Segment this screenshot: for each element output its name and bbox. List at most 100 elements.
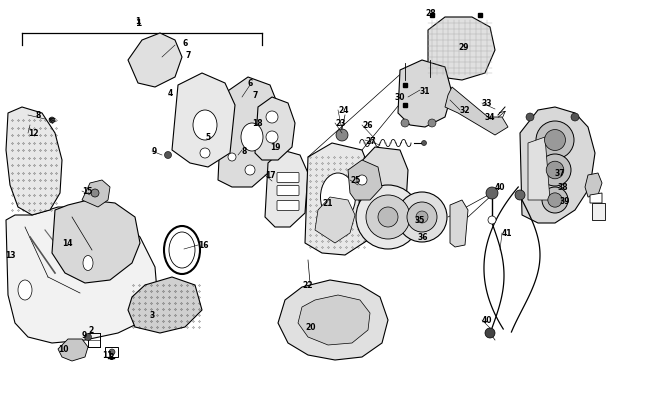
Text: 34: 34 — [485, 113, 495, 122]
Text: 17: 17 — [265, 171, 276, 180]
Text: 1: 1 — [135, 17, 140, 26]
Circle shape — [515, 190, 525, 200]
Circle shape — [485, 328, 495, 338]
Polygon shape — [105, 347, 118, 357]
Circle shape — [416, 211, 428, 224]
Polygon shape — [592, 203, 605, 220]
Circle shape — [84, 334, 92, 341]
Text: 40: 40 — [482, 316, 493, 325]
Polygon shape — [590, 194, 602, 203]
Text: 12: 12 — [28, 129, 38, 138]
Text: 9: 9 — [82, 331, 87, 340]
Polygon shape — [348, 161, 382, 200]
Text: 4: 4 — [168, 89, 174, 98]
Circle shape — [91, 190, 99, 198]
Circle shape — [397, 192, 447, 243]
Polygon shape — [52, 200, 140, 284]
Text: 35: 35 — [415, 216, 425, 225]
Text: 9: 9 — [152, 147, 157, 156]
Polygon shape — [172, 74, 235, 168]
Polygon shape — [265, 151, 308, 228]
Circle shape — [245, 166, 255, 175]
Text: 1: 1 — [135, 19, 141, 28]
Text: 29: 29 — [458, 43, 469, 52]
Text: 22: 22 — [302, 281, 313, 290]
Circle shape — [401, 120, 409, 128]
Circle shape — [546, 162, 564, 179]
Text: 13: 13 — [5, 251, 16, 260]
Polygon shape — [128, 34, 182, 88]
Text: 8: 8 — [108, 353, 113, 362]
Polygon shape — [278, 280, 388, 360]
Circle shape — [542, 188, 568, 213]
Circle shape — [536, 122, 574, 160]
Text: 33: 33 — [482, 99, 493, 108]
Polygon shape — [528, 138, 550, 200]
Text: 8: 8 — [242, 146, 248, 155]
Polygon shape — [428, 18, 495, 81]
Polygon shape — [445, 88, 508, 136]
Circle shape — [407, 202, 437, 232]
Circle shape — [545, 130, 566, 151]
Circle shape — [109, 349, 115, 355]
Text: 32: 32 — [460, 106, 471, 115]
Text: 6: 6 — [182, 39, 187, 48]
Circle shape — [164, 152, 172, 159]
FancyBboxPatch shape — [277, 201, 299, 211]
Text: 24: 24 — [338, 106, 348, 115]
Polygon shape — [298, 295, 370, 345]
Text: 36: 36 — [418, 233, 428, 242]
Polygon shape — [82, 181, 110, 207]
Circle shape — [486, 188, 498, 200]
Polygon shape — [6, 108, 62, 215]
Text: 14: 14 — [62, 239, 73, 248]
Ellipse shape — [266, 132, 278, 144]
Text: 37: 37 — [555, 169, 566, 178]
Polygon shape — [358, 148, 408, 237]
Circle shape — [571, 114, 579, 121]
Text: 40: 40 — [495, 183, 506, 192]
Circle shape — [228, 153, 236, 162]
Polygon shape — [450, 200, 468, 247]
Circle shape — [366, 196, 410, 239]
Polygon shape — [128, 277, 202, 333]
Circle shape — [378, 207, 398, 228]
Ellipse shape — [18, 280, 32, 300]
Ellipse shape — [164, 226, 200, 274]
Text: 15: 15 — [82, 187, 92, 196]
Circle shape — [526, 114, 534, 121]
Text: 7: 7 — [252, 91, 257, 100]
Circle shape — [357, 175, 367, 185]
Text: 5: 5 — [205, 133, 210, 142]
Text: 10: 10 — [58, 345, 68, 354]
Circle shape — [200, 149, 210, 159]
Circle shape — [428, 120, 436, 128]
Ellipse shape — [320, 174, 356, 222]
Text: 18: 18 — [252, 119, 263, 128]
Text: 16: 16 — [198, 241, 209, 250]
FancyBboxPatch shape — [277, 173, 299, 183]
Circle shape — [421, 141, 426, 146]
Polygon shape — [585, 174, 602, 198]
Text: 8: 8 — [35, 111, 40, 120]
Circle shape — [49, 118, 55, 124]
Text: 3: 3 — [150, 311, 155, 320]
Text: 2: 2 — [88, 326, 93, 335]
Text: 7: 7 — [185, 51, 190, 60]
Text: 31: 31 — [420, 86, 430, 95]
Text: 21: 21 — [322, 199, 333, 208]
Circle shape — [356, 185, 420, 249]
Text: 23: 23 — [335, 119, 346, 128]
Text: 27: 27 — [365, 136, 376, 145]
FancyBboxPatch shape — [277, 186, 299, 196]
Circle shape — [539, 155, 571, 187]
Text: 19: 19 — [270, 143, 281, 152]
Text: 41: 41 — [502, 229, 512, 238]
Text: 25: 25 — [350, 176, 360, 185]
Polygon shape — [520, 108, 595, 224]
Text: 38: 38 — [558, 183, 569, 192]
Text: 20: 20 — [305, 323, 315, 332]
Ellipse shape — [169, 232, 195, 269]
Polygon shape — [58, 339, 88, 361]
Ellipse shape — [193, 111, 217, 141]
